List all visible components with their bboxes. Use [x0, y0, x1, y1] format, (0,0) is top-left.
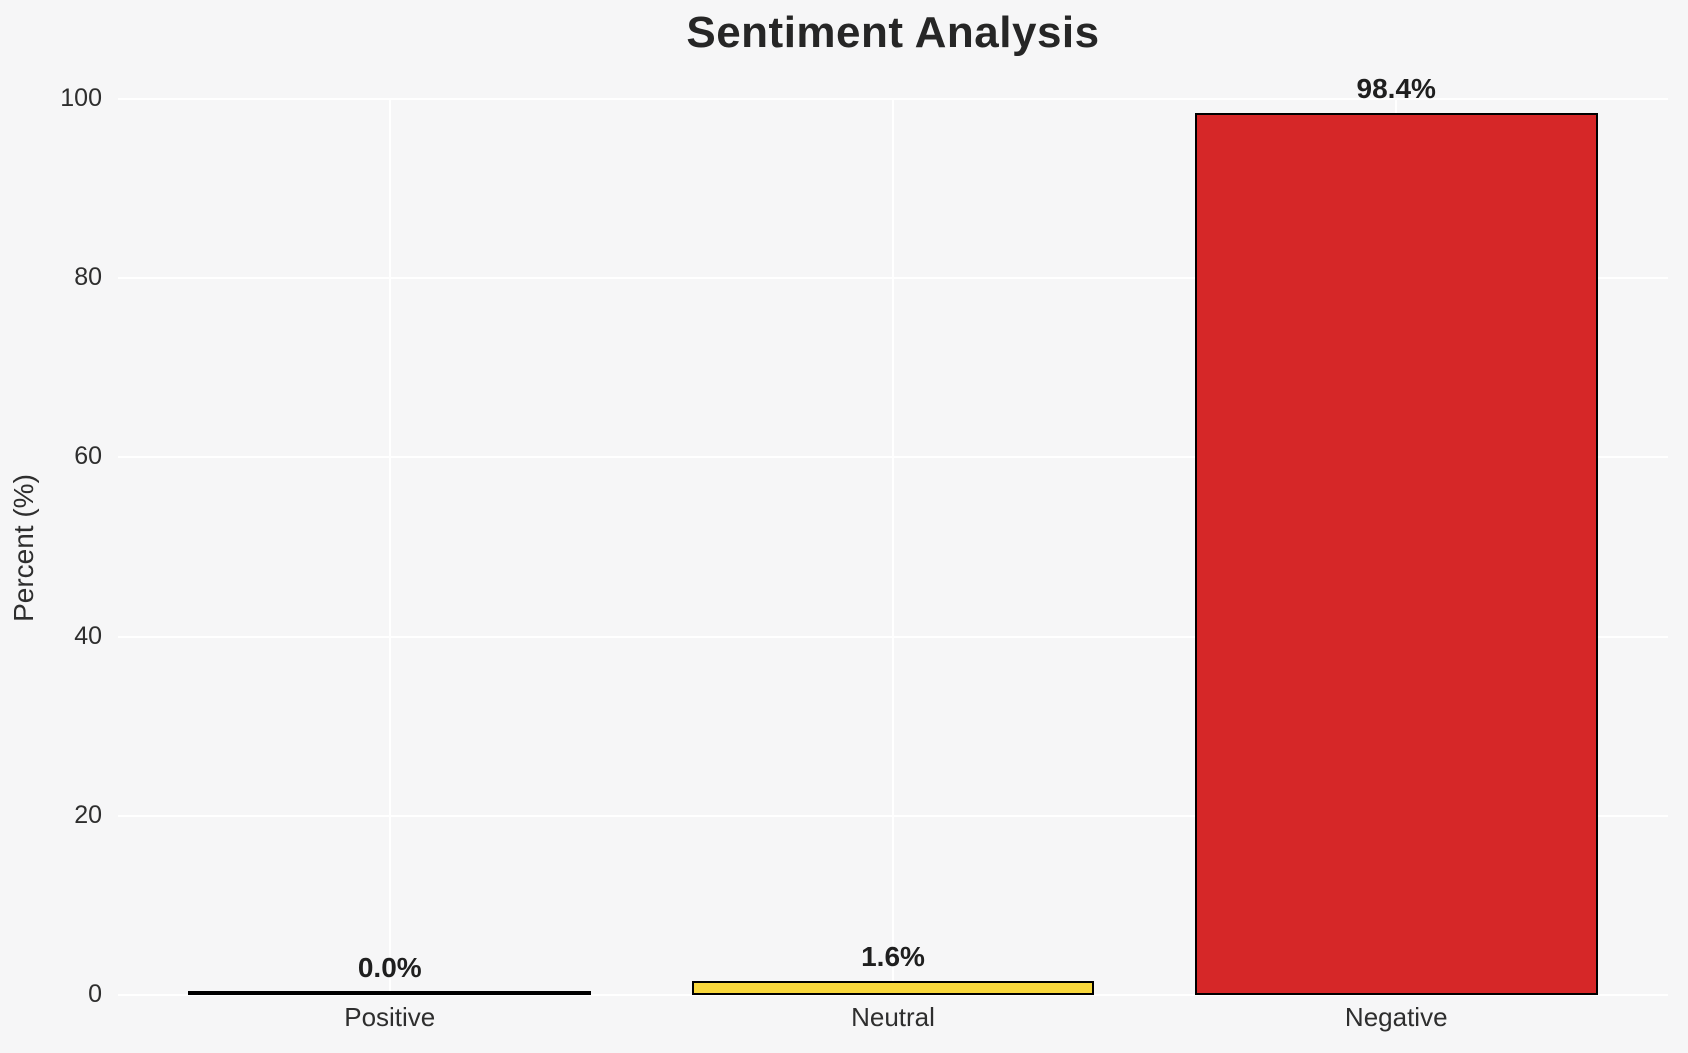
h-gridline: [118, 994, 1668, 996]
y-tick-label: 0: [88, 980, 102, 1008]
bar-positive: [188, 991, 592, 995]
plot-area: 0 20 40 60 80 100 0.0% Positive 1.6% Neutral 98.4%…: [60, 73, 1668, 1032]
y-tick-label: 40: [74, 621, 102, 650]
v-gridline: [388, 99, 391, 995]
bar-negative: [1194, 113, 1598, 995]
bar-neutral: [691, 980, 1095, 995]
y-tick-label: 60: [74, 442, 102, 471]
bar-value-label: 1.6%: [861, 940, 925, 972]
v-gridline: [892, 99, 894, 995]
y-axis-label: Percent (%): [8, 474, 39, 622]
x-tick-label-positive: Positive: [344, 1002, 436, 1032]
bar-value-label: 98.4%: [1356, 73, 1436, 105]
chart-title: Sentiment Analysis: [686, 8, 1100, 57]
x-tick-label-neutral: Neutral: [851, 1002, 935, 1032]
y-tick-label: 20: [74, 800, 102, 829]
x-tick-label-negative: Negative: [1344, 1002, 1448, 1032]
y-tick-label: 100: [60, 84, 102, 112]
y-tick-label: 80: [74, 263, 102, 292]
bar-value-label: 0.0%: [357, 952, 422, 983]
